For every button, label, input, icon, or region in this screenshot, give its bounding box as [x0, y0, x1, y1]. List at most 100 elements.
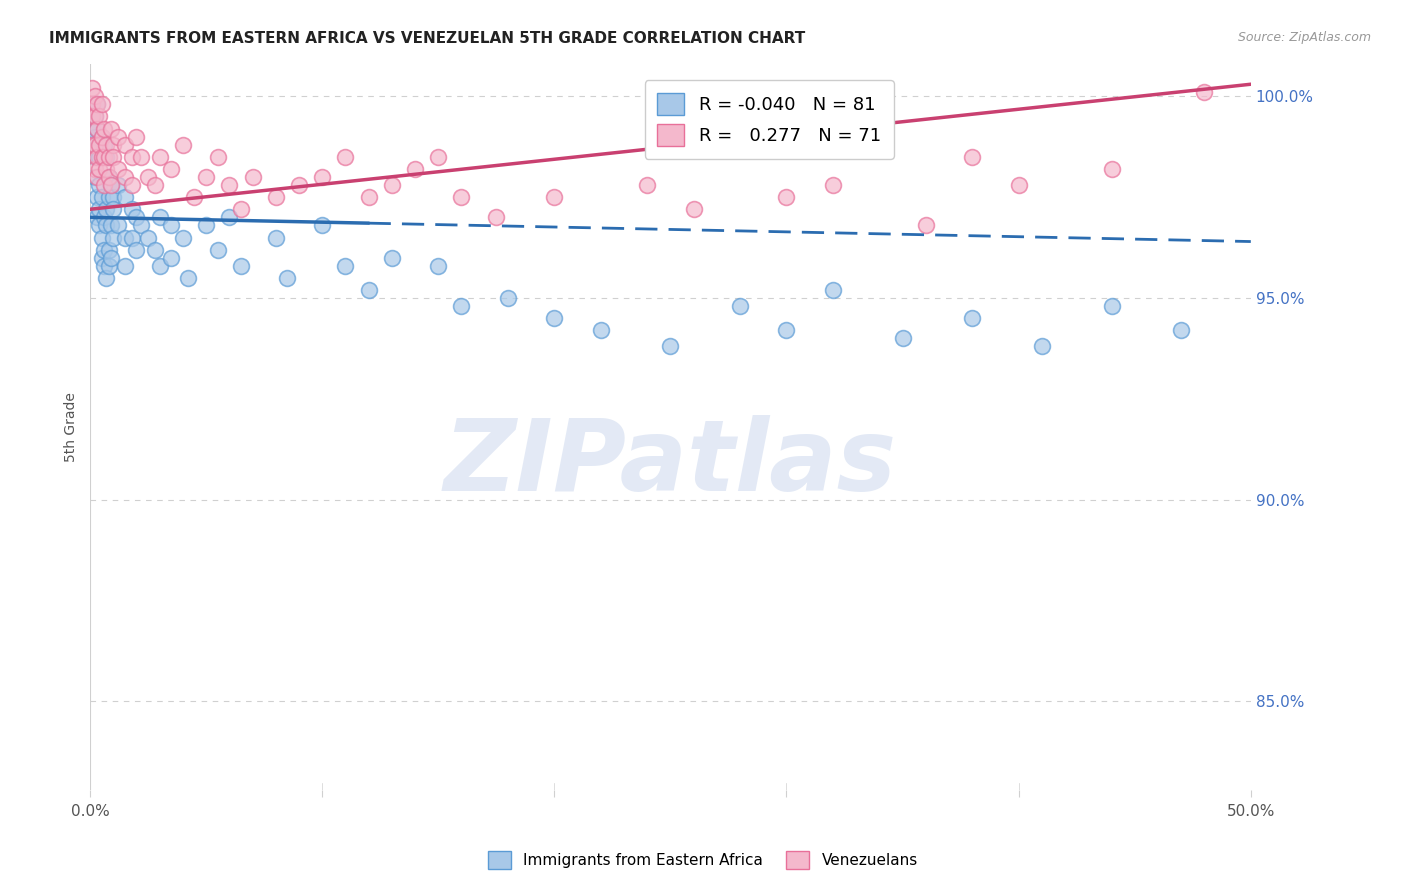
Point — [172, 137, 194, 152]
Point — [114, 259, 136, 273]
Point — [1170, 323, 1192, 337]
Point — [381, 251, 404, 265]
Point — [335, 150, 357, 164]
Point — [90, 150, 112, 164]
Point — [242, 169, 264, 184]
Point — [83, 89, 105, 103]
Point — [357, 283, 380, 297]
Point — [728, 299, 751, 313]
Point — [543, 190, 565, 204]
Point — [103, 150, 125, 164]
Point — [129, 219, 152, 233]
Point — [121, 178, 143, 192]
Point — [97, 190, 120, 204]
Point — [218, 211, 240, 225]
Point — [82, 137, 104, 152]
Point — [96, 137, 118, 152]
Point — [543, 311, 565, 326]
Point — [821, 283, 844, 297]
Point — [90, 251, 112, 265]
Text: Source: ZipAtlas.com: Source: ZipAtlas.com — [1237, 31, 1371, 45]
Point — [90, 97, 112, 112]
Point — [496, 291, 519, 305]
Point — [229, 202, 252, 217]
Point — [89, 202, 111, 217]
Point — [83, 137, 105, 152]
Point — [183, 190, 205, 204]
Point — [82, 121, 104, 136]
Point — [1194, 85, 1216, 99]
Point — [960, 150, 983, 164]
Point — [89, 178, 111, 192]
Point — [83, 129, 105, 144]
Point — [89, 110, 111, 124]
Point — [93, 121, 115, 136]
Point — [114, 169, 136, 184]
Point — [86, 121, 108, 136]
Point — [427, 150, 450, 164]
Point — [86, 97, 108, 112]
Y-axis label: 5th Grade: 5th Grade — [65, 392, 79, 462]
Point — [589, 323, 612, 337]
Point — [97, 169, 120, 184]
Point — [276, 270, 298, 285]
Point — [143, 178, 166, 192]
Point — [485, 211, 508, 225]
Point — [775, 323, 797, 337]
Point — [207, 243, 229, 257]
Point — [93, 243, 115, 257]
Legend: R = -0.040   N = 81, R =   0.277   N = 71: R = -0.040 N = 81, R = 0.277 N = 71 — [644, 80, 894, 159]
Point — [90, 230, 112, 244]
Point — [93, 178, 115, 192]
Point — [86, 97, 108, 112]
Point — [103, 230, 125, 244]
Point — [96, 270, 118, 285]
Point — [86, 190, 108, 204]
Point — [89, 137, 111, 152]
Point — [93, 211, 115, 225]
Point — [357, 190, 380, 204]
Point — [107, 161, 129, 176]
Point — [100, 219, 122, 233]
Point — [89, 150, 111, 164]
Point — [93, 259, 115, 273]
Point — [100, 251, 122, 265]
Point — [172, 230, 194, 244]
Point — [335, 259, 357, 273]
Point — [90, 129, 112, 144]
Point — [264, 190, 287, 204]
Point — [821, 178, 844, 192]
Point — [143, 243, 166, 257]
Point — [90, 129, 112, 144]
Point — [136, 230, 159, 244]
Point — [114, 190, 136, 204]
Point — [86, 121, 108, 136]
Point — [103, 202, 125, 217]
Point — [149, 150, 172, 164]
Point — [891, 331, 914, 345]
Point — [97, 169, 120, 184]
Point — [404, 161, 426, 176]
Point — [100, 178, 122, 192]
Point — [1101, 299, 1123, 313]
Point — [1008, 178, 1031, 192]
Point — [107, 178, 129, 192]
Point — [682, 202, 704, 217]
Point — [427, 259, 450, 273]
Point — [82, 81, 104, 95]
Point — [207, 150, 229, 164]
Point — [97, 259, 120, 273]
Text: ZIPatlas: ZIPatlas — [444, 415, 897, 512]
Point — [311, 219, 333, 233]
Point — [121, 202, 143, 217]
Point — [97, 150, 120, 164]
Point — [149, 259, 172, 273]
Point — [381, 178, 404, 192]
Point — [288, 178, 311, 192]
Point — [107, 129, 129, 144]
Point — [83, 169, 105, 184]
Point — [264, 230, 287, 244]
Point — [96, 161, 118, 176]
Point — [96, 202, 118, 217]
Point — [129, 150, 152, 164]
